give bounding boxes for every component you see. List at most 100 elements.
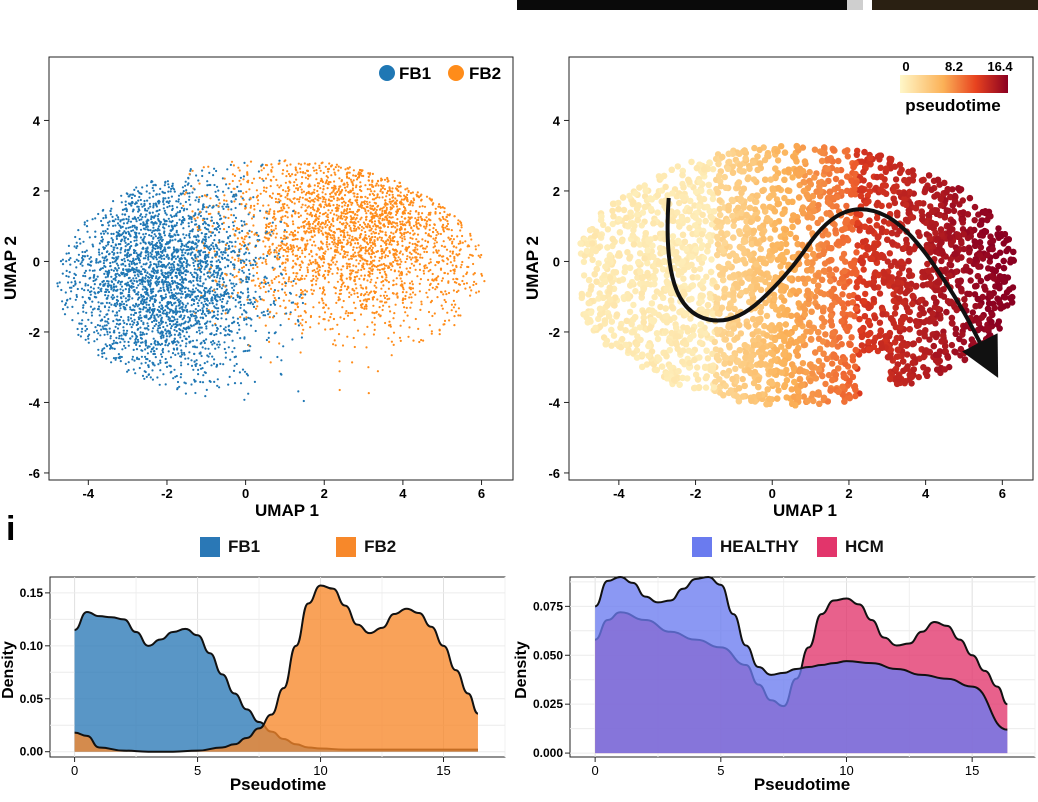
scatter-point	[106, 320, 109, 323]
scatter-point	[297, 162, 300, 165]
scatter-point	[348, 295, 351, 299]
scatter-point	[285, 258, 288, 261]
scatter-point	[197, 304, 200, 307]
scatter-point	[336, 228, 339, 231]
scatter-point	[199, 316, 202, 319]
scatter-point	[174, 238, 177, 241]
scatter-point	[452, 238, 455, 241]
scatter-point	[225, 318, 228, 321]
scatter-point	[250, 230, 253, 233]
scatter-point	[82, 240, 85, 243]
scatter-point	[194, 213, 197, 216]
scatter-point	[273, 303, 277, 306]
scatter-point	[192, 284, 195, 287]
scatter-point	[195, 196, 198, 199]
scatter-point	[368, 220, 371, 223]
scatter-point	[439, 219, 442, 222]
scatter-point	[363, 305, 366, 308]
scatter-point	[200, 312, 203, 315]
scatter-point	[425, 266, 429, 269]
scatter-point	[321, 247, 324, 251]
scatter-point	[128, 284, 131, 287]
scatter-point	[175, 214, 178, 217]
scatter-point	[149, 261, 152, 264]
scatter-point	[184, 392, 187, 395]
scatter-point	[141, 331, 144, 334]
scatter-point	[387, 281, 390, 284]
scatter-point	[398, 207, 401, 211]
scatter-point	[128, 263, 131, 266]
scatter-point	[87, 341, 90, 344]
scatter-point	[167, 225, 170, 228]
scatter-point	[338, 198, 341, 201]
scatter-point	[73, 245, 76, 248]
scatter-point	[142, 295, 145, 299]
scatter-point	[216, 252, 219, 255]
scatter-point	[165, 332, 168, 335]
scatter-point	[462, 275, 465, 278]
scatter-point	[450, 234, 453, 237]
scatter-point	[387, 287, 390, 290]
scatter-point	[74, 273, 77, 277]
scatter-point	[375, 311, 378, 314]
scatter-point	[392, 260, 395, 264]
scatter-point	[340, 288, 343, 291]
scatter-point	[392, 225, 395, 228]
scatter-point	[215, 329, 218, 332]
scatter-point	[324, 231, 327, 234]
scatter-point	[195, 316, 198, 319]
scatter-point	[427, 270, 430, 273]
scatter-point	[180, 290, 183, 293]
scatter-point	[329, 247, 333, 250]
scatter-point	[116, 281, 120, 284]
scatter-point	[258, 284, 261, 288]
scatter-point	[318, 211, 322, 215]
scatter-point	[246, 180, 249, 183]
scatter-point	[192, 261, 195, 264]
scatter-point	[164, 243, 167, 246]
scatter-point	[125, 300, 128, 303]
scatter-point	[195, 346, 199, 349]
scatter-point	[395, 283, 398, 286]
scatter-point	[220, 312, 223, 315]
scatter-point	[304, 302, 307, 306]
scatter-point	[225, 199, 228, 202]
scatter-point	[358, 223, 362, 227]
scatter-point	[248, 272, 251, 276]
scatter-point	[426, 241, 430, 244]
scatter-point	[140, 316, 143, 319]
scatter-point	[119, 360, 122, 363]
scatter-point	[365, 287, 368, 290]
scatter-point	[133, 321, 136, 324]
scatter-point	[157, 251, 160, 254]
scatter-point	[343, 215, 346, 218]
scatter-point	[176, 263, 179, 266]
scatter-point	[114, 356, 118, 360]
scatter-point	[304, 204, 307, 207]
scatter-point	[313, 169, 316, 172]
scatter-point	[147, 324, 150, 328]
scatter-point	[195, 246, 198, 249]
scatter-point	[378, 208, 382, 211]
scatter-point	[198, 332, 202, 335]
scatter-point	[199, 309, 202, 312]
scatter-point	[104, 214, 107, 217]
scatter-point	[201, 367, 204, 370]
scatter-point	[122, 326, 125, 329]
scatter-point	[385, 247, 388, 250]
scatter-point	[272, 229, 275, 232]
scatter-point	[404, 224, 407, 227]
scatter-point	[274, 197, 277, 200]
scatter-point	[139, 252, 142, 255]
scatter-point	[114, 325, 117, 328]
scatter-point	[258, 239, 261, 242]
scatter-point	[193, 360, 196, 363]
scatter-point	[348, 234, 351, 237]
scatter-point	[348, 265, 351, 268]
scatter-point	[291, 220, 294, 223]
scatter-point	[108, 327, 111, 330]
scatter-point	[194, 308, 197, 311]
scatter-point	[461, 234, 464, 238]
scatter-point	[309, 238, 312, 241]
scatter-point	[187, 287, 190, 290]
